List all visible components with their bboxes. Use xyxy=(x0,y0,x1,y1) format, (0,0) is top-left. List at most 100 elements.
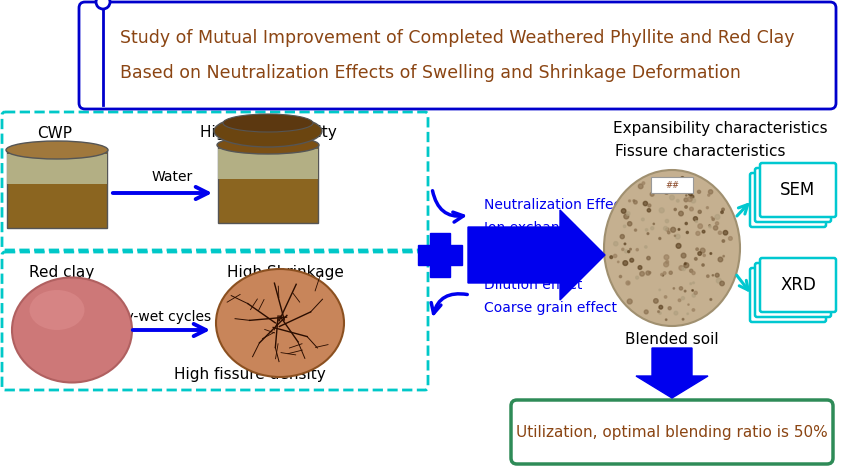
Circle shape xyxy=(665,260,668,263)
Ellipse shape xyxy=(603,170,740,326)
Circle shape xyxy=(675,181,677,184)
Circle shape xyxy=(717,257,722,262)
Circle shape xyxy=(647,233,648,235)
Circle shape xyxy=(715,222,717,225)
Circle shape xyxy=(627,222,631,226)
Ellipse shape xyxy=(216,269,344,377)
Circle shape xyxy=(681,253,685,258)
Polygon shape xyxy=(635,348,707,398)
Circle shape xyxy=(637,266,641,269)
Bar xyxy=(430,233,450,277)
Circle shape xyxy=(626,299,631,304)
Circle shape xyxy=(690,198,694,203)
Circle shape xyxy=(644,246,647,248)
Circle shape xyxy=(670,227,675,232)
Circle shape xyxy=(664,255,668,259)
Circle shape xyxy=(642,201,647,206)
Text: Study of Mutual Improvement of Completed Weathered Phyllite and Red Clay: Study of Mutual Improvement of Completed… xyxy=(120,29,793,47)
Circle shape xyxy=(686,313,688,314)
Circle shape xyxy=(697,210,700,213)
Circle shape xyxy=(653,298,658,303)
Circle shape xyxy=(684,206,687,208)
Circle shape xyxy=(695,248,698,251)
FancyBboxPatch shape xyxy=(650,177,692,193)
Circle shape xyxy=(619,235,624,239)
FancyBboxPatch shape xyxy=(754,263,830,317)
Circle shape xyxy=(660,274,662,276)
Circle shape xyxy=(617,261,618,263)
Circle shape xyxy=(618,275,621,278)
Circle shape xyxy=(663,272,665,274)
Circle shape xyxy=(659,306,662,309)
Text: Fissure characteristics: Fissure characteristics xyxy=(614,144,784,159)
Circle shape xyxy=(632,200,634,202)
Circle shape xyxy=(683,290,685,292)
Circle shape xyxy=(711,218,714,220)
Circle shape xyxy=(689,207,693,211)
Circle shape xyxy=(634,229,635,231)
Circle shape xyxy=(662,275,663,276)
Bar xyxy=(218,149,317,179)
FancyBboxPatch shape xyxy=(2,112,427,250)
Text: High expansibility: High expansibility xyxy=(200,125,336,141)
Circle shape xyxy=(641,218,643,221)
Circle shape xyxy=(689,195,693,198)
Circle shape xyxy=(717,231,721,235)
Bar xyxy=(417,245,461,265)
Circle shape xyxy=(637,184,642,188)
Circle shape xyxy=(722,256,723,257)
Circle shape xyxy=(659,182,661,184)
Circle shape xyxy=(691,186,693,187)
Circle shape xyxy=(695,231,699,235)
Circle shape xyxy=(623,225,625,227)
Circle shape xyxy=(705,207,708,209)
Circle shape xyxy=(705,275,708,277)
Circle shape xyxy=(693,291,696,294)
Circle shape xyxy=(624,243,625,245)
Circle shape xyxy=(669,271,671,274)
Circle shape xyxy=(629,248,630,250)
Ellipse shape xyxy=(217,136,319,154)
FancyBboxPatch shape xyxy=(2,252,427,390)
Circle shape xyxy=(676,243,680,248)
Circle shape xyxy=(609,256,612,258)
Circle shape xyxy=(684,222,687,225)
Circle shape xyxy=(683,263,685,265)
Circle shape xyxy=(678,266,682,270)
Circle shape xyxy=(665,228,668,231)
Text: Coarse grain effect: Coarse grain effect xyxy=(484,301,616,315)
Circle shape xyxy=(621,248,624,251)
Circle shape xyxy=(657,311,659,313)
Circle shape xyxy=(650,227,653,230)
Circle shape xyxy=(691,271,694,274)
Circle shape xyxy=(685,195,686,196)
Circle shape xyxy=(673,191,675,192)
Circle shape xyxy=(691,294,694,297)
Text: Water: Water xyxy=(151,170,193,184)
Text: High Shrinkage: High Shrinkage xyxy=(226,266,343,281)
Circle shape xyxy=(682,319,683,320)
Text: SEM: SEM xyxy=(780,181,815,199)
Text: Neutralization Effects: Neutralization Effects xyxy=(484,198,633,212)
Circle shape xyxy=(686,231,688,234)
Circle shape xyxy=(712,226,717,230)
Circle shape xyxy=(663,227,667,230)
Circle shape xyxy=(683,263,688,268)
Circle shape xyxy=(721,208,723,211)
Bar xyxy=(7,154,107,184)
Circle shape xyxy=(639,272,643,276)
FancyBboxPatch shape xyxy=(749,268,825,322)
Circle shape xyxy=(622,261,627,266)
Circle shape xyxy=(716,278,721,283)
Circle shape xyxy=(643,310,647,314)
Circle shape xyxy=(623,214,628,219)
Circle shape xyxy=(709,253,711,254)
Circle shape xyxy=(647,209,650,212)
Circle shape xyxy=(683,198,687,202)
Circle shape xyxy=(693,258,696,260)
FancyBboxPatch shape xyxy=(510,400,832,464)
Circle shape xyxy=(711,274,712,276)
Text: Dilution effect: Dilution effect xyxy=(484,278,582,292)
Circle shape xyxy=(635,276,638,279)
Circle shape xyxy=(673,208,676,211)
